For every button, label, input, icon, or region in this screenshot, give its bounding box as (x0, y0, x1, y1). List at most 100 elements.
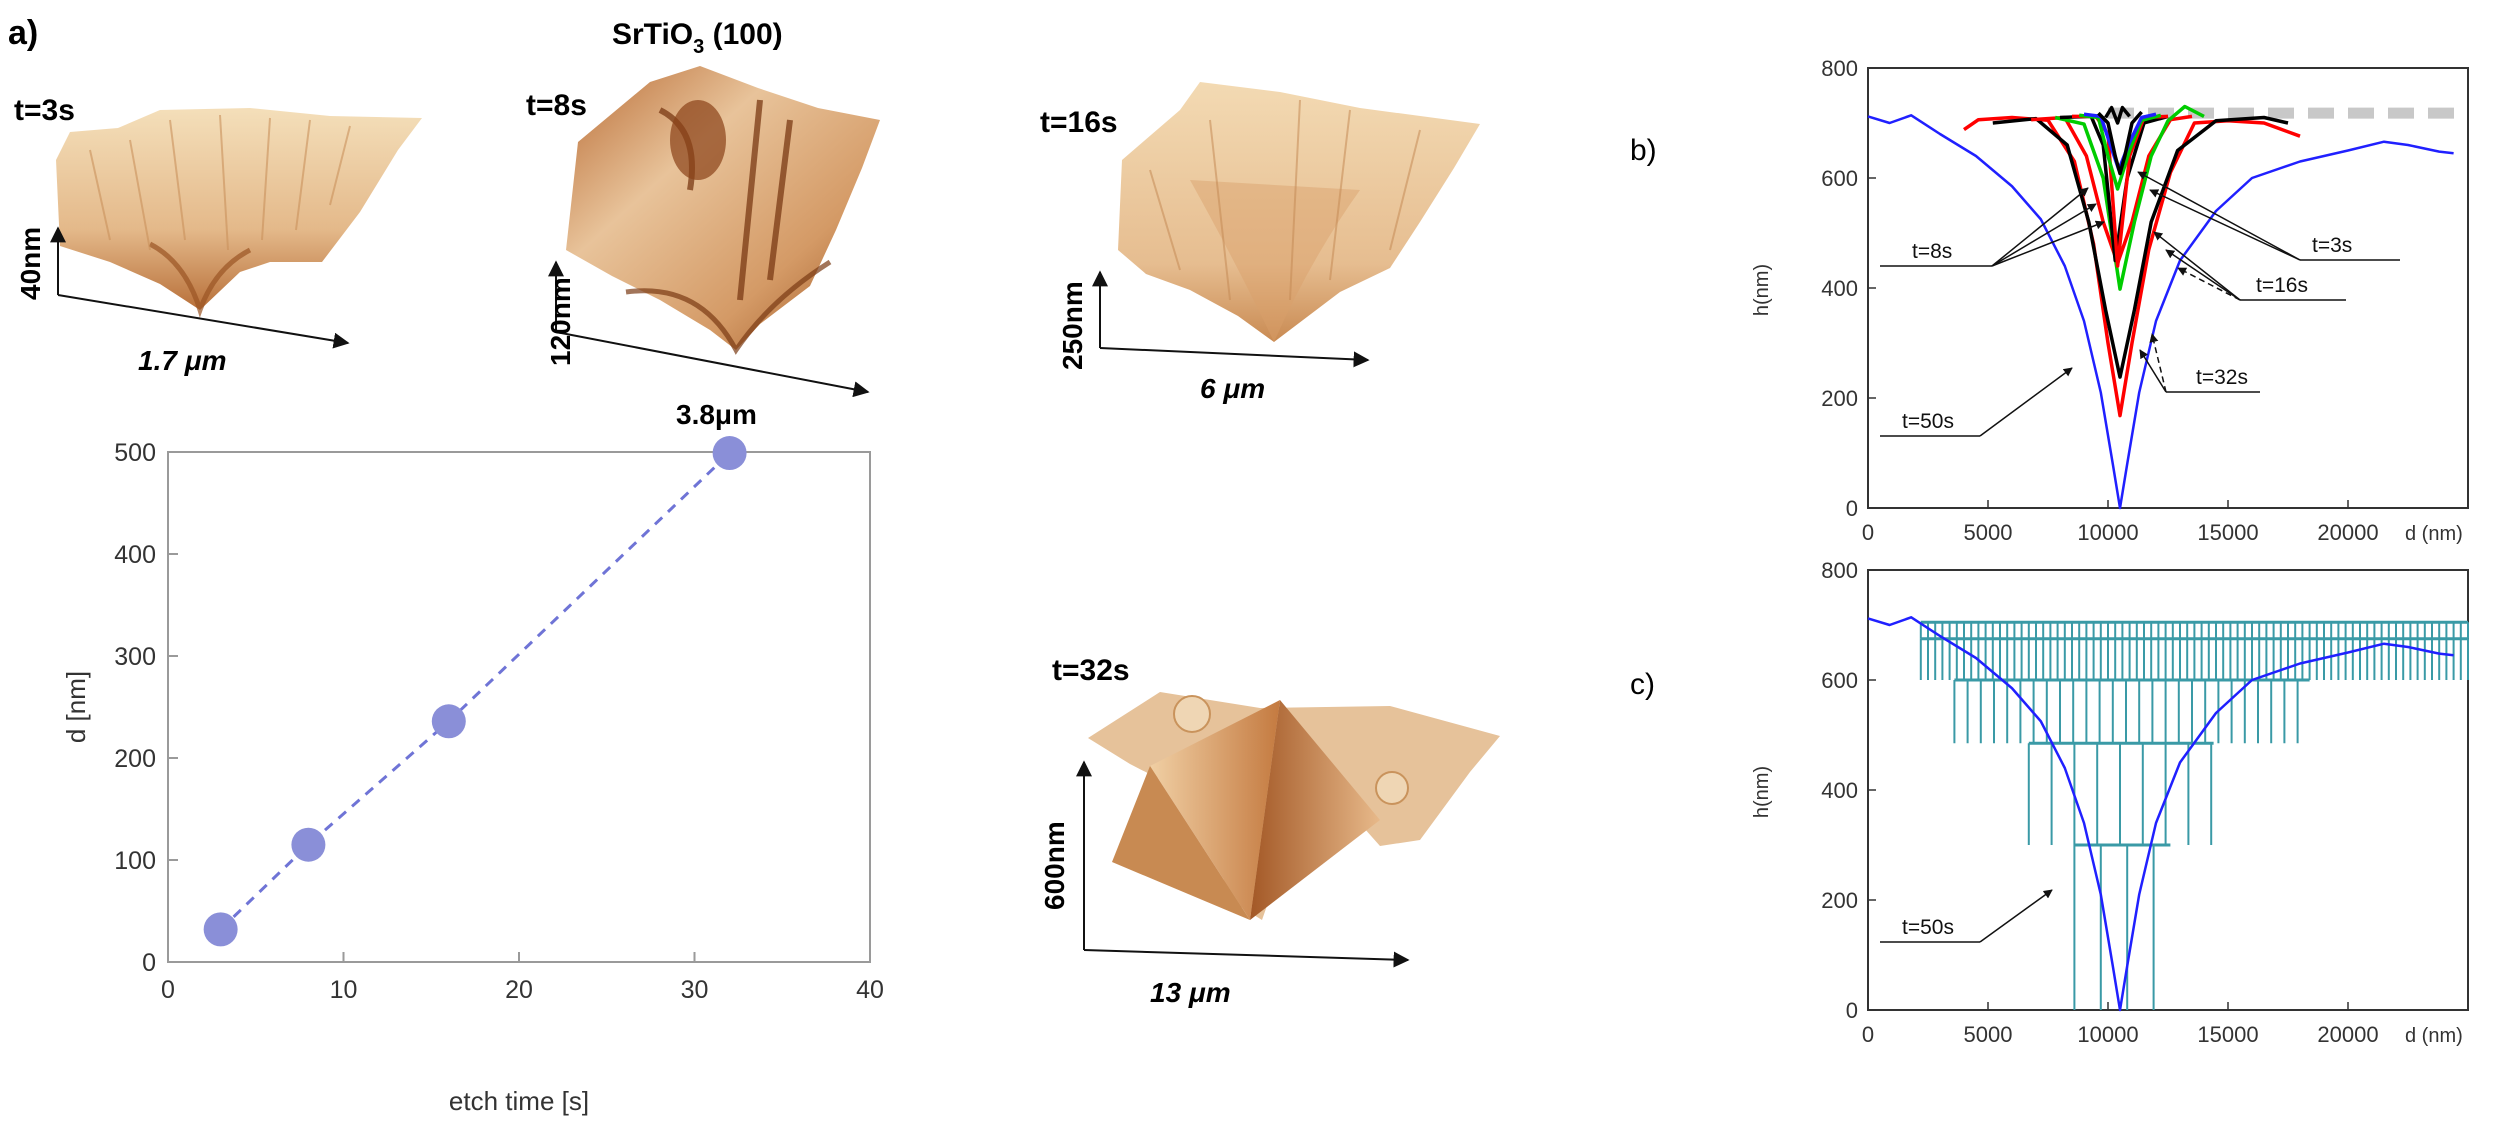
afm-time-label: t=8s (526, 89, 587, 122)
profile-line (1867, 114, 2454, 510)
annotation-label: t=50s (1902, 916, 1954, 939)
afm-x-axis (57, 294, 350, 349)
afm-pit (148, 241, 252, 318)
panel-label-a: a) (8, 14, 38, 52)
afm-x-axis (555, 331, 870, 398)
afm-time-label: t=32s (1052, 654, 1130, 687)
y-tick-label: 0 (142, 949, 156, 977)
x-axis-label: d (nm) (2405, 523, 2463, 545)
annotation-t32s: t=32s (2139, 333, 2260, 393)
y-tick-label: 300 (114, 643, 156, 671)
x-tick-label: 40 (856, 976, 884, 1004)
afm-texture (1149, 99, 1421, 301)
material-title: SrTiO3 (100) (612, 18, 783, 58)
y-tick-label: 400 (1821, 276, 1858, 301)
axis-ticks: 0 5000 10000 15000 20000 0 200 400 600 800 (1821, 558, 2378, 1047)
x-tick-label: 0 (1862, 520, 1874, 545)
afm-crater (670, 100, 726, 180)
afm-image-t3s: t=3s 40nm 1.7 μm (14, 94, 422, 376)
y-tick-label: 800 (1821, 56, 1858, 81)
y-tick-label: 500 (114, 439, 156, 467)
afm-pit-left-face (1150, 700, 1280, 920)
y-tick-label: 400 (114, 541, 156, 569)
annotation-t3s: t=3s (2137, 171, 2400, 261)
y-tick-label: 400 (1821, 778, 1858, 803)
afm-pit-front-face (1112, 766, 1250, 920)
afm-pit-right-face (1250, 700, 1380, 920)
data-point (431, 704, 466, 739)
profile-line (2054, 104, 2205, 291)
annotation-t16s: t=16s (2153, 231, 2346, 301)
annotation-t8s: t=8s (1880, 187, 2105, 267)
afm-surface (1118, 82, 1480, 342)
afm-pit (625, 259, 832, 355)
afm-pit (1190, 180, 1360, 342)
y-tick-label: 600 (1821, 668, 1858, 693)
x-tick-label: 20000 (2317, 1022, 2378, 1047)
x-tick-label: 10000 (2077, 520, 2138, 545)
afm-image-t32s: t=32s 600nm 13 μm (1039, 654, 1500, 1008)
x-tick-label: 0 (161, 976, 175, 1004)
afm-width-label: 6 μm (1200, 373, 1265, 404)
profile-line (2104, 105, 2131, 125)
x-tick-label: 15000 (2197, 520, 2258, 545)
afm-surface (566, 66, 880, 350)
afm-height-label: 40nm (15, 227, 46, 300)
y-axis-label: d [nm] (61, 671, 91, 743)
trend-line (219, 451, 731, 931)
data-points (203, 436, 747, 947)
data-point (203, 912, 238, 947)
afm-height-label: 600nm (1039, 821, 1070, 910)
afm-texture (89, 114, 351, 251)
y-tick-label: 600 (1821, 166, 1858, 191)
chart-profiles: b) 0 5000 10000 15000 20000 0 200 400 600 800 h(n… (1630, 56, 2469, 545)
y-tick-label: 200 (1821, 386, 1858, 411)
y-tick-label: 0 (1846, 496, 1858, 521)
annotation-label: t=3s (2312, 234, 2352, 257)
afm-time-label: t=3s (14, 94, 75, 127)
chart-terraces: c) 0 5000 10000 15000 20000 0 200 400 600 800 h(n… (1630, 558, 2469, 1047)
afm-width-label: 1.7 μm (138, 345, 226, 376)
x-tick-label: 10 (330, 976, 358, 1004)
y-tick-label: 100 (114, 847, 156, 875)
x-axis-label: etch time [s] (449, 1086, 589, 1116)
afm-height-label: 250nm (1057, 281, 1088, 370)
afm-surface (56, 108, 422, 310)
y-tick-label: 200 (114, 745, 156, 773)
x-tick-label: 5000 (1964, 520, 2013, 545)
annotation-label: t=16s (2256, 274, 2308, 297)
afm-hillock (1173, 695, 1211, 733)
y-axis-label: h(nm) (1751, 766, 1773, 818)
afm-hillock (1375, 771, 1409, 805)
annotation-t50s: t=50s (1880, 889, 2053, 943)
x-axis-label: d (nm) (2405, 1025, 2463, 1047)
afm-image-t16s: t=16s 250nm 6 μm (1040, 82, 1480, 404)
annotation-t50s: t=50s (1880, 367, 2073, 437)
afm-time-label: t=16s (1040, 106, 1118, 139)
panel-label-b: b) (1630, 134, 1657, 167)
plot-frame (167, 451, 871, 963)
panel-label-c: c) (1630, 668, 1655, 701)
afm-image-t8s: t=8s 120nm 3.8μm (526, 66, 880, 430)
x-tick-label: 20000 (2317, 520, 2378, 545)
data-point (712, 436, 747, 471)
profile-series (1867, 104, 2454, 510)
x-tick-label: 20 (505, 976, 533, 1004)
afm-height-label: 120nm (545, 277, 576, 366)
terrace-grid (1919, 620, 2469, 1010)
afm-x-axis (1083, 949, 1410, 968)
annotation-label: t=50s (1902, 410, 1954, 433)
profile-line (2097, 110, 2143, 176)
x-tick-label: 10000 (2077, 1022, 2138, 1047)
y-tick-label: 200 (1821, 888, 1858, 913)
annotation-label: t=32s (2196, 366, 2248, 389)
y-tick-label: 800 (1821, 558, 1858, 583)
axis-ticks: 0 5000 10000 15000 20000 0 200 400 600 800 (1821, 56, 2378, 545)
x-tick-label: 5000 (1964, 1022, 2013, 1047)
x-tick-label: 30 (681, 976, 709, 1004)
annotation-label: t=8s (1912, 240, 1952, 263)
afm-width-label: 3.8μm (676, 399, 757, 430)
